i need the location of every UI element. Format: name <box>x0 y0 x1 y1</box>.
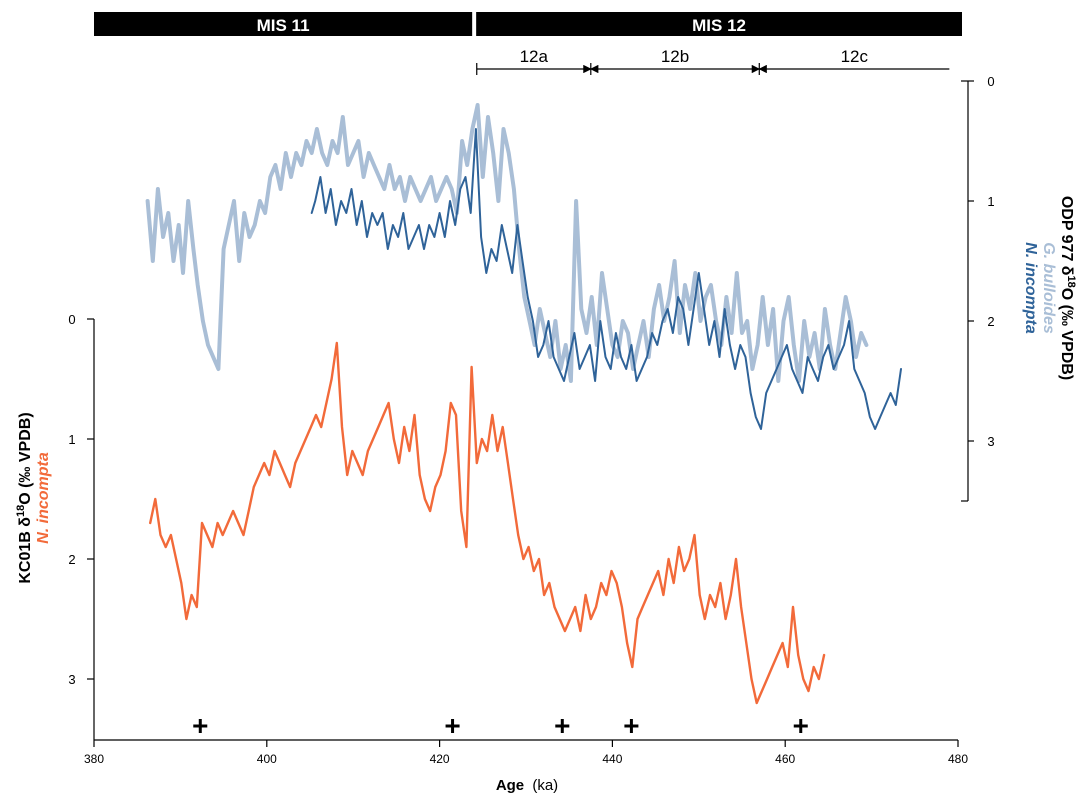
mis-bar-2 <box>476 12 962 36</box>
left-axis-title-sup: 18 <box>15 505 27 517</box>
right-axis-species-2: N. incompta <box>1022 242 1039 334</box>
mis-bar-label-1: MIS 11 <box>257 16 310 35</box>
left-axis-title: KC01B δ18O (‰ VPDB) N. incompta <box>15 412 52 583</box>
right-axis-title-main: ODP 977 δ <box>1058 196 1075 276</box>
right-tick-label-0: 0 <box>987 74 994 89</box>
mis-bar-label-2: MIS 12 <box>692 16 746 35</box>
left-axis-title-rest: O (‰ VPDB) <box>17 412 34 504</box>
tie-point-markers <box>193 719 808 733</box>
left-tick-label-0: 0 <box>68 312 75 327</box>
right-tick-label-2: 2 <box>987 314 994 329</box>
left-tick-label-2: 2 <box>68 552 75 567</box>
axes: 380 400 420 440 460 480 0 1 2 3 0 1 2 3 <box>68 74 994 766</box>
mis-bar-1 <box>94 12 473 36</box>
x-tick-label-400: 400 <box>257 752 277 766</box>
data-series <box>145 103 902 705</box>
right-axis-title-rest: O (‰ VPDB) <box>1058 288 1075 380</box>
x-tick-label-460: 460 <box>775 752 795 766</box>
x-tick-label-380: 380 <box>84 752 104 766</box>
right-axis-title: ODP 977 δ18O (‰ VPDB) G. bulloides N. in… <box>1022 196 1077 380</box>
series-n-incompta-kc01b <box>148 341 826 705</box>
svg-text:KC01B δ18O (‰ VPDB): KC01B δ18O (‰ VPDB) <box>15 412 34 583</box>
left-tick-label-3: 3 <box>68 672 75 687</box>
substage-label-12c: 12c <box>841 47 869 66</box>
x-tick-label-440: 440 <box>602 752 622 766</box>
right-tick-label-1: 1 <box>987 194 994 209</box>
right-axis-species-1: G. bulloides <box>1040 242 1057 334</box>
mis-stage-bars: MIS 11 MIS 12 <box>94 12 962 36</box>
tie-point-marker-3 <box>555 719 570 733</box>
x-axis-title-unit: (ka) <box>532 777 558 794</box>
right-axis-title-sup: 18 <box>1065 275 1077 287</box>
left-tick-label-1: 1 <box>68 432 75 447</box>
svg-text:ODP 977 δ18O (‰ VPDB): ODP 977 δ18O (‰ VPDB) <box>1058 196 1077 380</box>
x-axis-title-main: Age <box>496 777 524 794</box>
substage-label-12b: 12b <box>661 47 689 66</box>
tie-point-marker-1 <box>193 719 208 733</box>
left-axis-species: N. incompta <box>35 452 52 544</box>
substage-label-12a: 12a <box>520 47 549 66</box>
tie-point-marker-4 <box>624 719 639 733</box>
tie-point-marker-5 <box>793 719 808 733</box>
mis12-substages: 12a 12b 12c <box>476 47 950 75</box>
x-tick-label-420: 420 <box>430 752 450 766</box>
right-tick-label-3: 3 <box>987 434 994 449</box>
left-axis-title-main: KC01B δ <box>17 517 34 584</box>
x-axis-title: Age (ka) <box>496 777 558 794</box>
tie-point-marker-2 <box>445 719 460 733</box>
series-g-bulloides-odp977 <box>145 103 869 383</box>
x-tick-label-480: 480 <box>948 752 968 766</box>
series-n-incompta-odp977 <box>310 128 902 430</box>
